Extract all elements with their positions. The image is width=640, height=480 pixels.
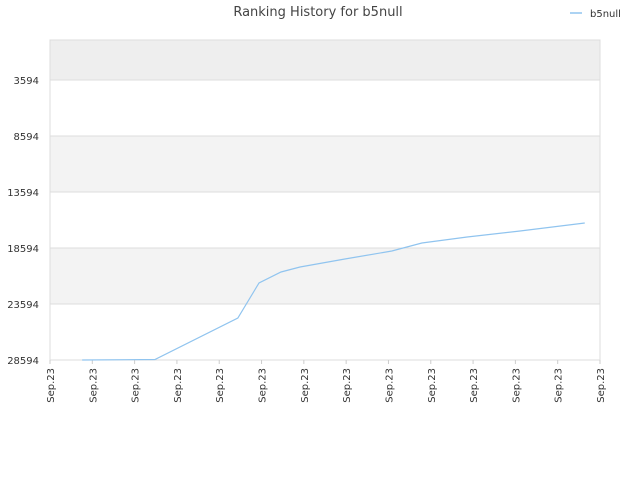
x-tick-label: Sep.23 [88,368,99,403]
plot-band [50,303,600,360]
x-tick-label: Sep.23 [427,368,438,403]
plot-band [50,247,600,304]
x-tick-label: Sep.23 [342,368,353,403]
x-tick-label: Sep.23 [469,368,480,403]
y-tick-label: 3594 [14,76,39,87]
plot-band [50,135,600,192]
x-tick-label: Sep.23 [554,368,565,403]
plot-band [50,40,600,80]
chart-title: Ranking History for b5null [233,5,402,20]
x-tick-label: Sep.23 [511,368,522,403]
line-series [82,222,585,361]
plot-band [50,191,600,248]
x-tick-label: Sep.23 [173,368,184,403]
x-tick-label: Sep.23 [258,368,269,403]
x-tick-label: Sep.23 [131,368,142,403]
x-tick-label: Sep.23 [596,368,607,403]
x-tick-label: Sep.23 [300,368,311,403]
x-tick-label: Sep.23 [384,368,395,403]
y-tick-label: 18594 [7,244,39,255]
legend-label: b5null [590,9,621,20]
y-tick-label: 28594 [7,356,39,367]
y-tick-label: 13594 [7,188,39,199]
plot-band [50,79,600,136]
x-tick-label: Sep.23 [215,368,226,403]
x-tick-label: Sep.23 [46,368,57,403]
y-tick-label: 23594 [7,300,39,311]
y-tick-label: 8594 [14,132,39,143]
